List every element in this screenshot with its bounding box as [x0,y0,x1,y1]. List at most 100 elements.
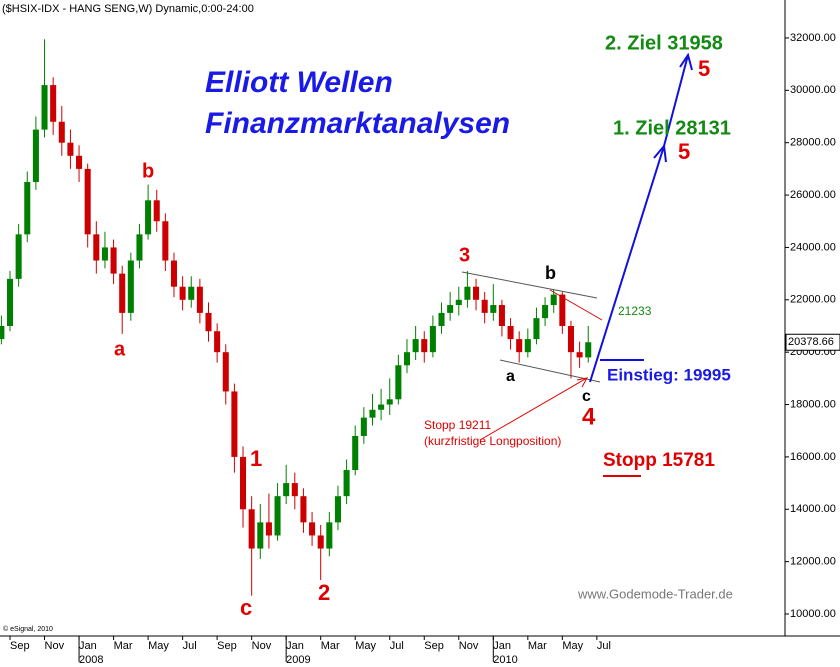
candle-body [179,286,186,300]
target-label: 1. Ziel 28131 [613,117,731,139]
candle-body [119,273,126,313]
candle-body [395,365,402,400]
candle-body [516,339,523,353]
arrow-head [576,377,588,388]
candle-body [343,469,350,497]
target-label: 2. Ziel 31958 [605,32,723,54]
y-tick-label: 16000.00 [790,451,836,463]
x-tick-label: Jan [286,640,304,652]
candle-body [15,234,22,279]
y-tick-label: 22000.00 [790,294,836,306]
candle-body [101,247,108,261]
candle-body [6,278,14,326]
y-tick-label: 32000.00 [790,32,836,44]
candle-body [421,339,428,353]
candle-body [231,391,238,457]
y-tick-label: 28000.00 [790,137,836,149]
candle-body [222,352,229,392]
candle-body [429,325,436,353]
last-price-box [785,333,840,351]
x-tick-label: Mar [114,640,133,652]
annotation-lines [461,52,693,477]
x-tick-label: Jul [390,640,404,652]
y-tick-label: 24000.00 [790,241,836,253]
credit: © eSignal, 2010 [3,625,53,633]
wave-label: 2 [318,580,330,605]
wave-label: a [506,368,515,385]
candle-body [153,200,160,222]
candle-body [136,234,143,261]
candle-body [403,352,411,366]
candle-body [455,299,462,306]
candle-body [490,305,497,313]
candle-body [300,496,307,523]
watermark: www.Godemode-Trader.de [577,586,733,601]
y-tick-label: 12000.00 [790,556,836,568]
y-tick-label: 10000.00 [790,608,836,620]
entry-label: Einstieg: 19995 [607,365,731,384]
y-tick-label: 18000.00 [790,398,836,410]
candle-body [317,535,324,549]
stop-label: Stopp 19211 [424,418,491,432]
candle-body [473,286,480,300]
wave-label: 4 [582,403,596,430]
candle-body [412,339,419,353]
x-tick-label: Nov [45,640,65,652]
chart-title: ($HSIX-IDX - HANG SENG,W) Dynamic,0:00-2… [2,3,254,15]
last-price-label: 20378.66 [788,336,834,348]
candle-body [283,483,290,497]
channel-line [461,271,598,299]
stop-arrow [479,377,588,441]
candle-body [334,496,341,523]
candle-body [438,312,445,326]
candle-body [84,168,91,235]
wave-label: a [114,338,126,360]
candle-body [559,294,566,326]
x-year-label: 2009 [286,654,310,666]
candle-body [352,435,359,470]
candle-body [265,522,272,536]
candle-body [214,331,221,353]
candle-body [507,325,514,340]
x-tick-label: Mar [321,640,340,652]
wave-label: 1 [250,446,262,471]
wave-label: b [545,263,556,283]
candle-body [550,294,557,306]
candle-body [24,181,31,235]
stop-note: (kurzfristige Longposition) [424,434,561,448]
candle-body [291,483,298,497]
candle-body [145,200,152,235]
candle-body [498,305,505,326]
x-tick-label: Sep [217,640,237,652]
y-tick-label: 30000.00 [790,84,836,96]
x-tick-label: Nov [252,640,272,652]
x-tick-label: Jan [79,640,97,652]
wave-label: 5 [698,56,710,81]
candle-body [524,339,531,353]
candle-body [248,509,255,549]
candle-body [240,456,247,510]
candle-body [196,286,203,313]
heading: Elliott Wellen [205,66,393,99]
wave-label: 5 [678,139,690,164]
x-year-label: 2008 [79,654,103,666]
candle-body [162,221,169,261]
candle-body [274,496,281,536]
candle-body [309,522,316,536]
candle-body [533,318,540,340]
x-tick-label: May [148,640,169,652]
arrow-head [653,143,667,163]
candle-body [481,299,488,313]
candle-body [0,325,5,340]
stop-label: Stopp 15781 [603,450,715,471]
x-tick-label: Jul [597,640,611,652]
arrow-head [679,52,693,71]
candle-body [188,286,195,300]
x-tick-label: Jan [493,640,511,652]
candle-body [76,155,83,169]
x-tick-label: May [562,640,583,652]
wave-label: c [582,388,591,405]
candle-body [378,404,385,410]
candle-body [205,312,212,332]
